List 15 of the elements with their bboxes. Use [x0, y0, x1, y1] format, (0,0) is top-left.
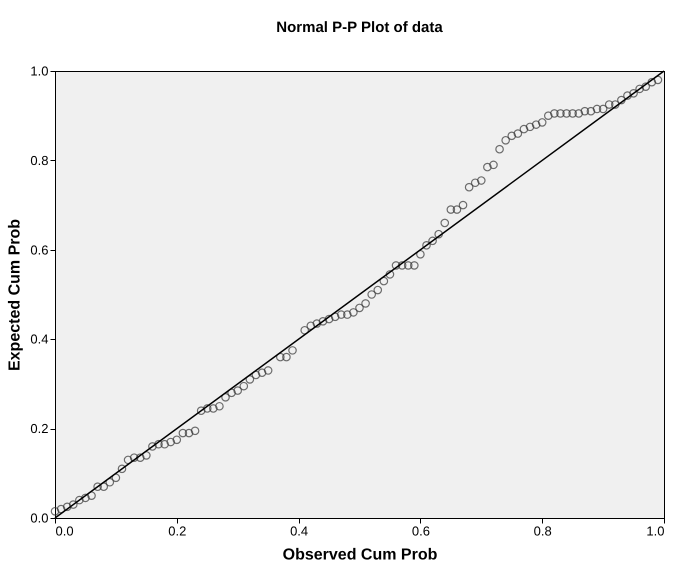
x-axis-title: Observed Cum Prob — [282, 546, 438, 564]
y-axis-title: Expected Cum Prob — [6, 218, 24, 372]
y-tick-label: 0.6 — [30, 242, 48, 258]
x-tick-label: 1.0 — [646, 524, 664, 538]
y-tick-label: 1.0 — [30, 64, 48, 78]
x-tick-label: 0.2 — [168, 524, 186, 538]
x-tick-label: 0.6 — [412, 524, 430, 538]
y-tick-label: 0.2 — [30, 421, 48, 436]
y-tick-label: 0.8 — [30, 152, 48, 168]
chart-title: Normal P-P Plot of data — [276, 19, 444, 36]
x-tick-label: 0.8 — [534, 524, 552, 538]
x-tick-label: 0.0 — [56, 524, 74, 538]
y-tick-label: 0.4 — [30, 332, 48, 347]
x-tick-label: 0.4 — [290, 524, 308, 538]
y-tick-label: 0.0 — [30, 510, 48, 526]
